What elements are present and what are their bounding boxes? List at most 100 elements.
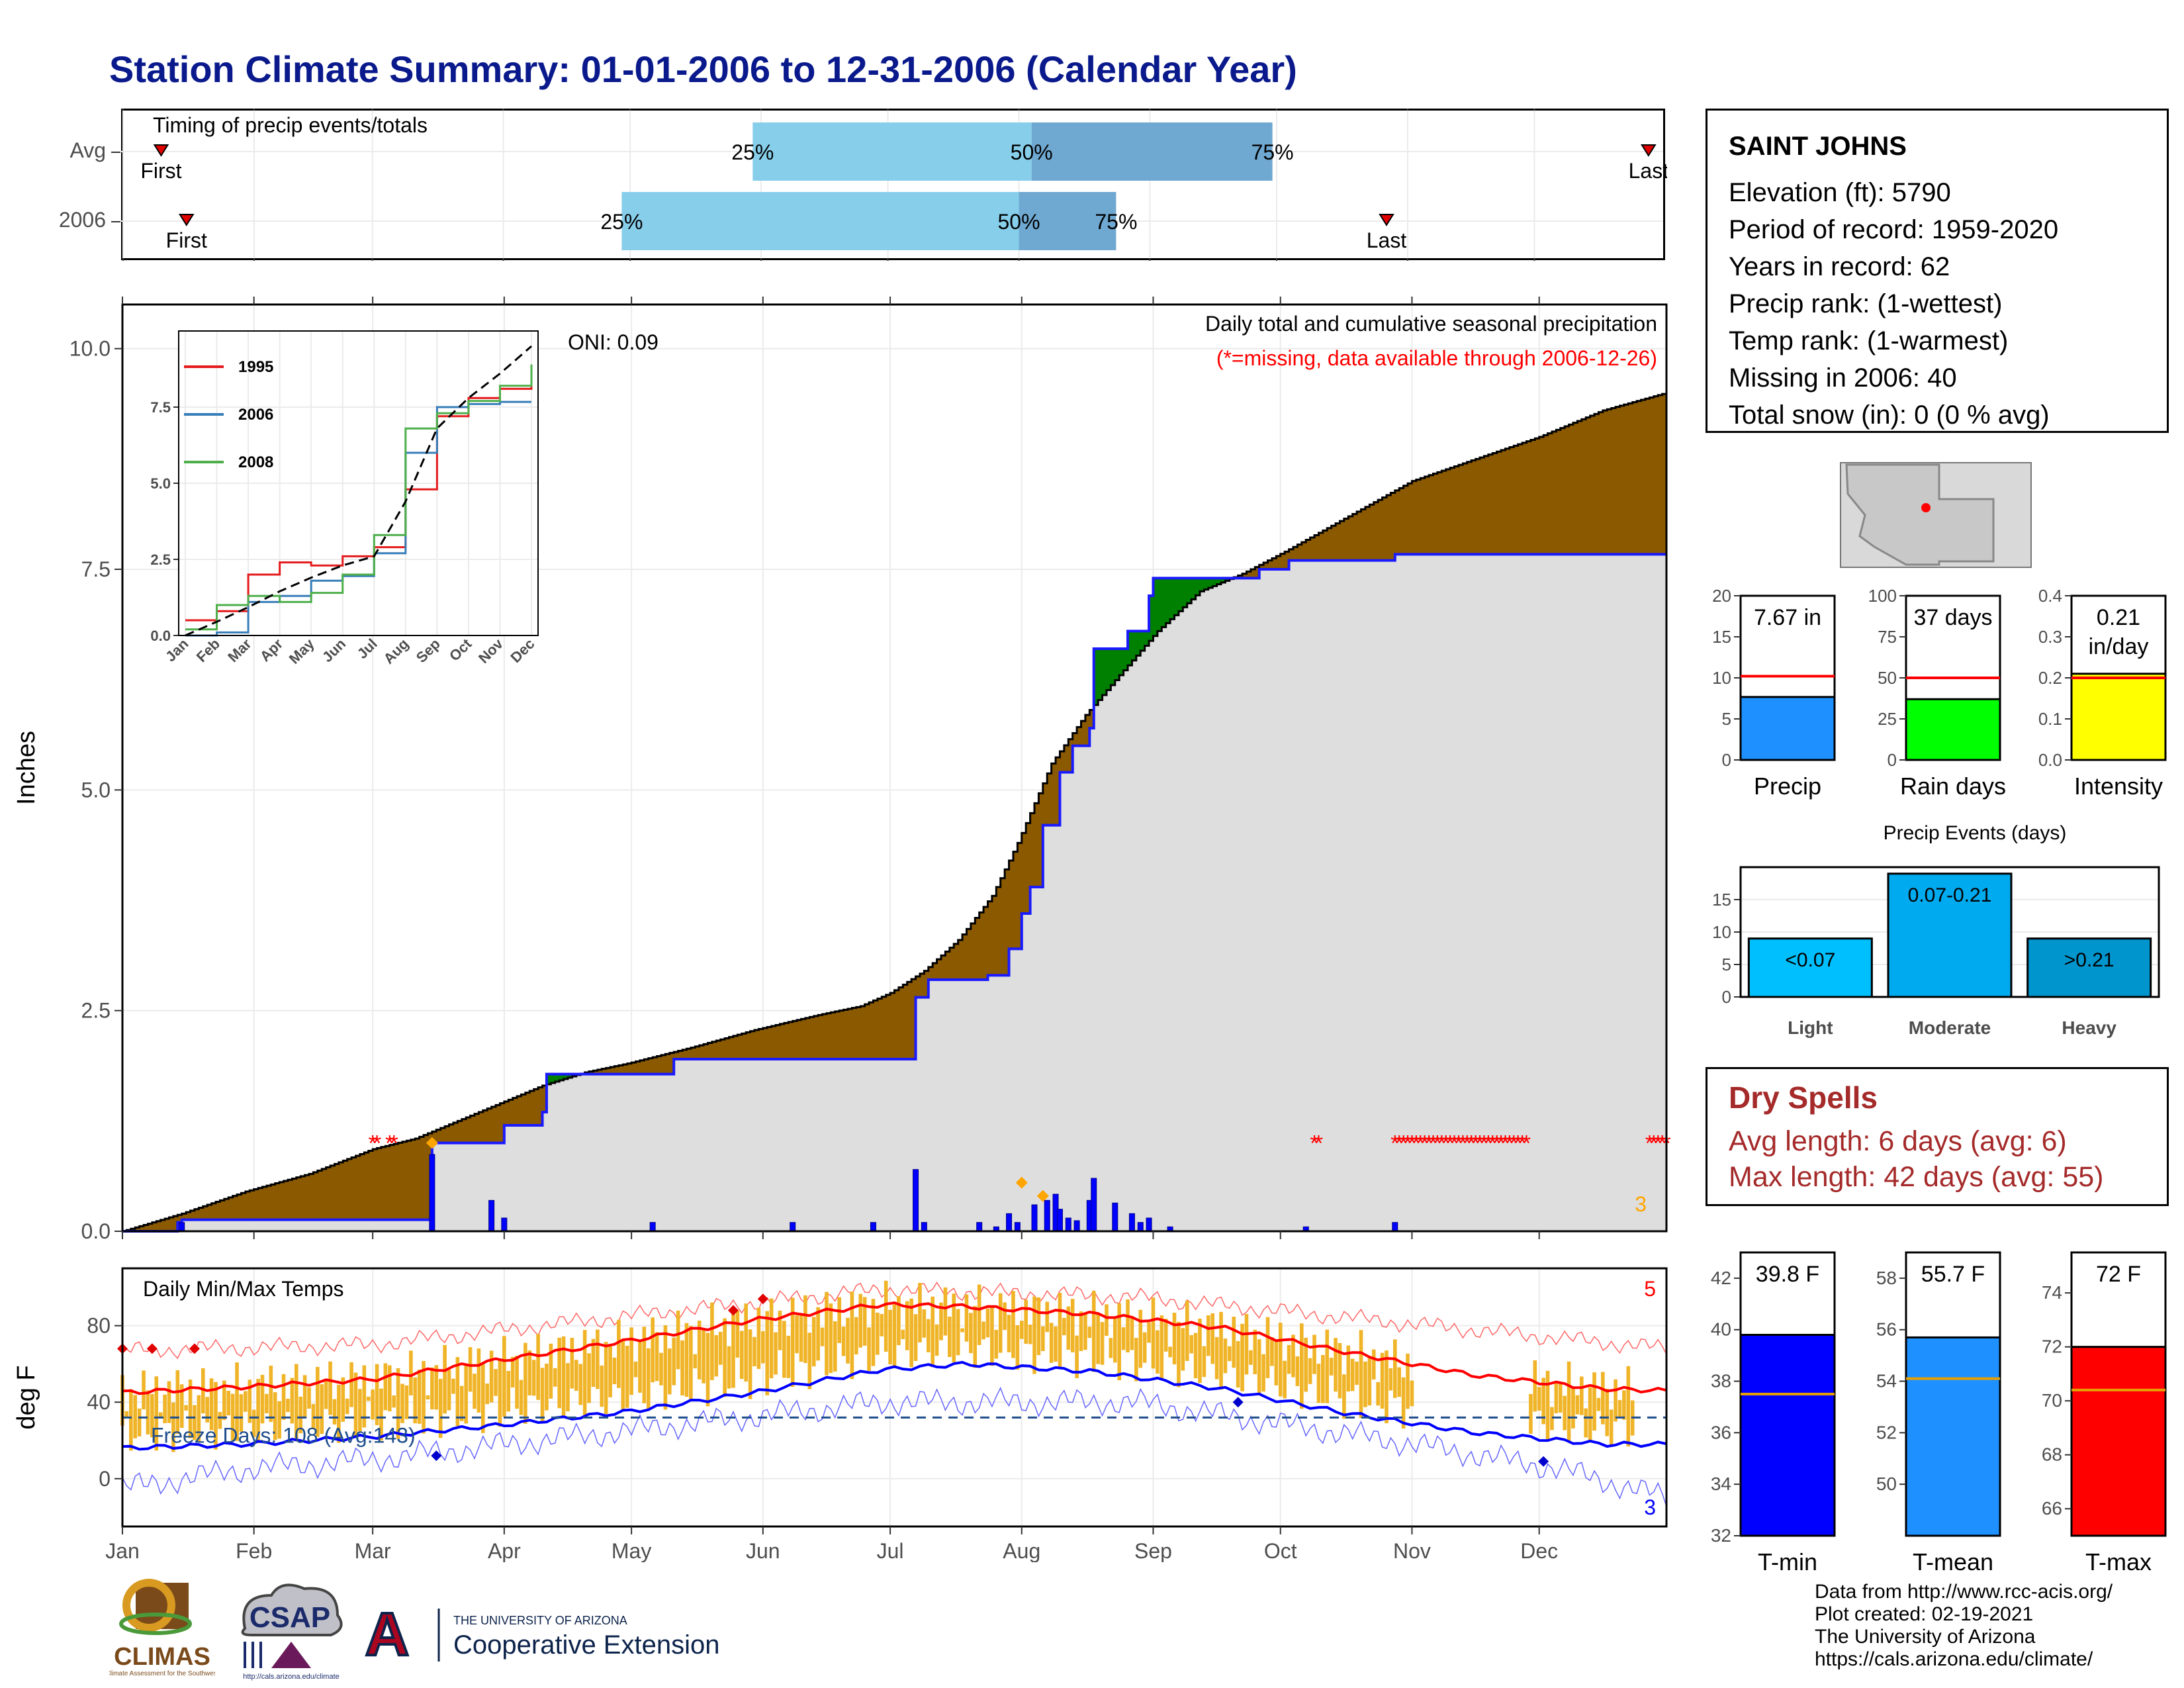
precip-deficit-area [1365, 506, 1370, 561]
temps-daily-bar [799, 1314, 803, 1362]
station-detail-line: Period of record: 1959-2020 [1729, 215, 2059, 244]
temps-daily-bar [1537, 1387, 1541, 1411]
temps-daily-bar [1567, 1361, 1571, 1442]
temps-daily-bar [1160, 1315, 1164, 1380]
mini-panel-ytick-label: 10 [1712, 668, 1731, 688]
temps-daily-bar [714, 1335, 719, 1377]
precip-surplus-area [1106, 649, 1111, 690]
temps-daily-bar [480, 1364, 485, 1433]
precip-deficit-area [1301, 542, 1306, 561]
temps-daily-bar [1617, 1399, 1622, 1418]
precip-deficit-area [729, 1037, 734, 1059]
precip-missing-marker: * [369, 1131, 377, 1156]
temps-daily-bar [1130, 1316, 1134, 1350]
precip-missing-marker: * [1412, 1131, 1420, 1156]
temps-daily-bar [892, 1304, 897, 1368]
temps-daily-bar [566, 1363, 570, 1412]
precip-deficit-area [954, 943, 959, 980]
precip-deficit-area [1543, 435, 1549, 555]
temps-daily-bar [1406, 1353, 1410, 1409]
temps-daily-bar [531, 1360, 536, 1396]
precip-deficit-area [979, 912, 984, 980]
ua-small-text: THE UNIVERSITY OF ARIZONA [453, 1614, 627, 1627]
precip-deficit-area [996, 887, 1001, 976]
events-title: Precip Events (days) [1884, 822, 2067, 844]
precip-deficit-area [758, 1029, 764, 1059]
precip-deficit-area [1560, 428, 1565, 555]
precip-deficit-area [873, 1000, 878, 1059]
precip-missing-marker: * [1403, 1131, 1412, 1156]
temps-avg-min-line [122, 1360, 1667, 1451]
temps-daily-bar [1079, 1311, 1083, 1351]
precip-deficit-area [835, 1011, 840, 1059]
climas-logo-graphic: CLIMAS Climate Assessment for the Southw… [105, 1579, 219, 1677]
temps-daily-bar [1588, 1387, 1592, 1440]
temps-daily-bar [320, 1384, 324, 1434]
precip-deficit-area [1051, 763, 1056, 825]
inset-series-line [185, 364, 533, 631]
credit-line: Data from http://www.rcc-acis.org/ [1815, 1581, 2113, 1603]
precip-deficit-area [436, 1129, 441, 1143]
mini-panel-ytick-label: 74 [2042, 1282, 2062, 1303]
temps-daily-bar [1121, 1327, 1126, 1350]
timing-marker [1379, 214, 1394, 226]
precip-deficit-area [165, 1218, 170, 1231]
station-detail-line: Temp rank: (1-warmest) [1729, 326, 2009, 355]
temps-daily-bar [909, 1298, 913, 1368]
precip-deficit-area [1581, 419, 1586, 555]
temps-daily-bar [782, 1321, 786, 1378]
precip-missing-marker: * [1471, 1131, 1480, 1156]
precip-deficit-area [593, 1070, 598, 1074]
temps-daily-bar [1350, 1358, 1355, 1391]
temps-daily-bar [205, 1397, 209, 1423]
mini-panel-label: Precip [1754, 773, 1821, 800]
temps-daily-bar [324, 1381, 328, 1409]
temps-freeze-label: Freeze Days: 108 (Avg:143) [151, 1423, 416, 1447]
temps-daily-bar [1236, 1340, 1240, 1388]
precip-deficit-area [843, 1009, 848, 1059]
precip-deficit-area [1514, 445, 1519, 555]
precip-deficit-area [1416, 479, 1421, 555]
precip-deficit-area [741, 1033, 747, 1059]
temps-daily-bar [489, 1350, 494, 1403]
mini-panel-bar [1905, 698, 2001, 761]
precip-deficit-area [699, 1045, 704, 1059]
temps-daily-bar [515, 1356, 519, 1409]
temps-xtick-label: Aug [1003, 1539, 1040, 1562]
ua-cooperative-extension-logo[interactable]: A THE UNIVERSITY OF ARIZONA Cooperative … [361, 1599, 745, 1669]
precip-deficit-area [936, 959, 942, 980]
precip-deficit-area [232, 1196, 238, 1220]
precip-deficit-area [496, 1105, 501, 1143]
temps-daily-bar [1003, 1302, 1007, 1331]
temps-daily-bar [998, 1293, 1003, 1353]
precip-deficit-area [292, 1178, 297, 1220]
precip-missing-marker: * [1518, 1131, 1526, 1156]
temps-xtick-label: Mar [355, 1539, 391, 1562]
precip-deficit-area [457, 1121, 463, 1143]
temps-daily-bar [663, 1325, 668, 1410]
mini-panel-ytick-label: 52 [1876, 1422, 1897, 1442]
temps-daily-bar [392, 1395, 396, 1408]
temps-daily-bar [825, 1291, 829, 1376]
precip-missing-marker: * [1395, 1131, 1404, 1156]
climas-logo[interactable]: CLIMAS Climate Assessment for the Southw… [105, 1579, 219, 1678]
precip-missing-marker: * [1314, 1131, 1323, 1156]
temps-daily-bar [158, 1412, 163, 1419]
temps-daily-bar [934, 1324, 939, 1356]
climas-logo-swoosh [119, 1613, 192, 1635]
csap-logo[interactable]: CSAP http://cals.arizona.edu/climate [232, 1575, 351, 1681]
temps-daily-bar [1062, 1317, 1066, 1336]
precip-deficit-area [784, 1023, 789, 1059]
temps-daily-bar [527, 1350, 532, 1396]
precip-ytick-label: 0.0 [81, 1219, 111, 1243]
precip-daily-bar [1065, 1217, 1071, 1232]
precip-deficit-area [805, 1017, 810, 1059]
dry-spells-avg-length: Avg length: 6 days (avg: 6) [1729, 1125, 2067, 1157]
precip-deficit-area [813, 1015, 819, 1059]
mini-panel-ytick-label: 25 [1878, 709, 1897, 729]
precip-deficit-area [533, 1089, 539, 1125]
temps-daily-bar [1134, 1338, 1138, 1382]
precip-oni-annotation: ONI: 0.09 [568, 330, 659, 354]
precip-deficit-area [368, 1150, 373, 1220]
temps-daily-bar [570, 1338, 574, 1389]
